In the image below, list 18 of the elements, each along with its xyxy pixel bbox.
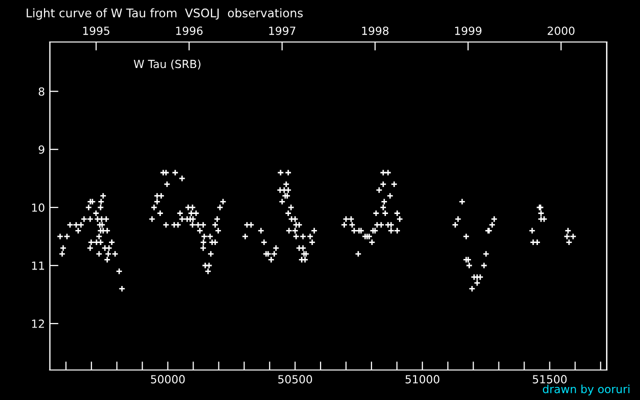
x2-tick-label: 1995 <box>83 26 110 35</box>
x-tick-label: 51500 <box>532 375 567 384</box>
y-tick-label: 10 <box>32 203 44 212</box>
text: drawn by ooruri <box>542 384 630 396</box>
annotation: W Tau (SRB) <box>134 60 200 70</box>
x2-tick-label: 1996 <box>176 26 203 35</box>
y-tick-label: 12 <box>32 320 44 328</box>
x-tick-label: 50000 <box>150 375 185 384</box>
x2-tick-label: 2000 <box>548 26 574 35</box>
x-tick-label: 51000 <box>406 375 440 384</box>
x2-tick-label: 1997 <box>269 26 296 35</box>
chart-title: Light curve of W Tau from VSOLJ observations <box>26 8 303 20</box>
x-tick-label: 50500 <box>278 375 312 384</box>
y-tick-label: 9 <box>38 145 44 154</box>
x2-tick-label: 1998 <box>362 26 388 35</box>
x2-tick-label: 1999 <box>455 26 482 35</box>
y-tick-label: 8 <box>38 87 44 96</box>
y-tick-label: 11 <box>32 262 44 270</box>
